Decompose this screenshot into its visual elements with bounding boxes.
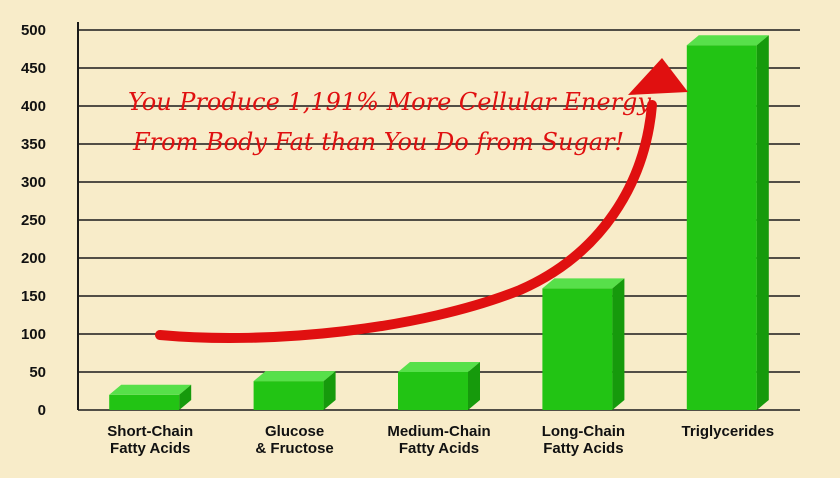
x-tick-label: Long-Chain Fatty Acids [542, 423, 625, 457]
y-tick-label: 500 [21, 22, 46, 39]
bar-top [542, 278, 625, 289]
annotation-arrowhead [628, 58, 688, 95]
bar-front [398, 372, 468, 410]
bar-side [179, 384, 192, 410]
y-tick-label: 150 [21, 288, 46, 305]
bar-top [109, 384, 192, 395]
x-tick-label: Short-Chain Fatty Acids [107, 423, 193, 457]
bar [542, 278, 625, 410]
y-tick-label: 400 [21, 98, 46, 115]
bar-side [612, 278, 625, 410]
y-tick-label: 250 [21, 212, 46, 229]
y-axis-ticks: 0 50 100 150 200 250 300 350 400 450 500 [21, 22, 46, 419]
annotation: You Produce 1,191% More Cellular Energy … [128, 58, 688, 343]
bars [109, 35, 769, 410]
bar-front [253, 381, 324, 410]
bar-top [398, 362, 480, 372]
bar [398, 362, 480, 410]
annotation-line-1: You Produce 1,191% More Cellular Energy [128, 88, 651, 116]
x-axis-labels: Short-Chain Fatty Acids Glucose & Fructose M… [107, 423, 774, 457]
x-tick-label: Triglycerides [682, 423, 775, 440]
bar [109, 384, 192, 410]
y-tick-label: 450 [21, 60, 46, 77]
bar-front [109, 394, 180, 410]
bar-top [253, 371, 336, 382]
y-tick-label: 350 [21, 136, 46, 153]
bar-front [686, 45, 757, 410]
bar-front [542, 288, 613, 410]
bar [253, 371, 336, 410]
y-tick-label: 0 [38, 402, 46, 419]
y-tick-label: 300 [21, 174, 46, 191]
bar-side [756, 35, 769, 410]
bar-top [686, 35, 769, 46]
y-tick-label: 200 [21, 250, 46, 267]
bar [686, 35, 769, 410]
annotation-line-2: From Body Fat than You Do from Sugar! [132, 128, 624, 156]
annotation-arrow [155, 100, 657, 343]
x-tick-label: Medium-Chain Fatty Acids [387, 423, 490, 457]
x-tick-label: Glucose & Fructose [255, 423, 333, 457]
bar-side [323, 371, 336, 410]
y-tick-label: 50 [29, 364, 46, 381]
y-tick-label: 100 [21, 326, 46, 343]
bar-side [468, 362, 480, 410]
